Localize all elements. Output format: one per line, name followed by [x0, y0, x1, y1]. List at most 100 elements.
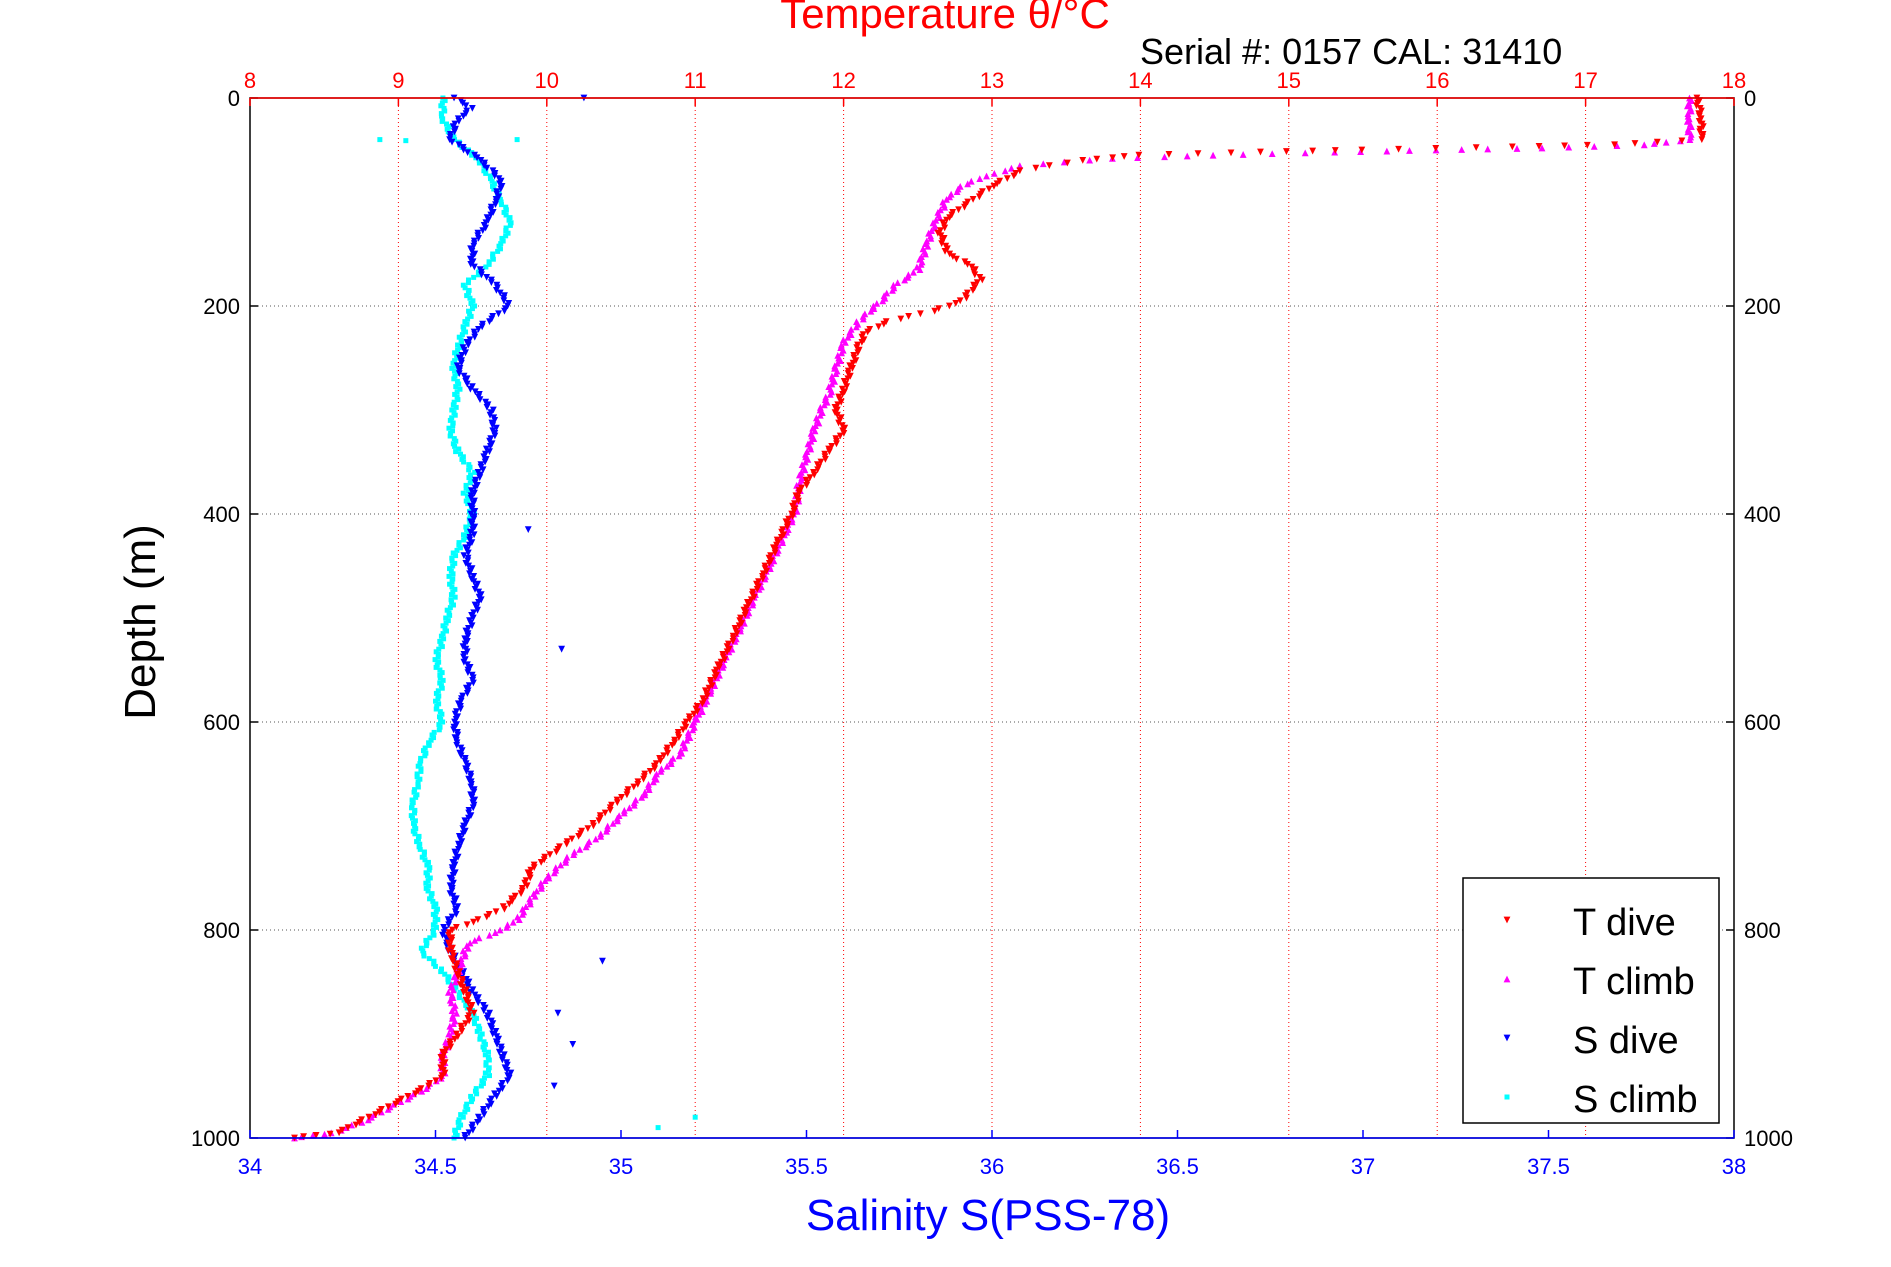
- data-point: [630, 801, 638, 809]
- outlier-point: [403, 138, 409, 144]
- data-point: [414, 792, 420, 798]
- data-point: [448, 913, 456, 921]
- data-point: [431, 904, 437, 910]
- data-point: [466, 1007, 473, 1014]
- data-point: [375, 1108, 383, 1116]
- data-point: [570, 851, 578, 858]
- data-point: [459, 456, 465, 462]
- y-tick-label-right: 800: [1744, 918, 1781, 943]
- data-point: [480, 1080, 486, 1086]
- data-point: [460, 490, 466, 496]
- data-point: [471, 489, 478, 497]
- x-bottom-tick-label: 35.5: [785, 1154, 828, 1179]
- data-point: [460, 552, 468, 559]
- data-point: [1613, 142, 1621, 149]
- data-point: [952, 300, 960, 307]
- data-point: [457, 345, 463, 351]
- data-point: [435, 654, 441, 660]
- data-point: [1039, 160, 1047, 168]
- data-point: [452, 1127, 458, 1133]
- data-point: [753, 586, 761, 593]
- data-point: [807, 445, 815, 453]
- data-point: [450, 441, 456, 447]
- data-point: [422, 753, 428, 759]
- data-point: [641, 791, 649, 799]
- data-point: [1093, 155, 1101, 163]
- data-point: [450, 576, 456, 582]
- data-point: [519, 911, 527, 918]
- data-point: [481, 1075, 487, 1081]
- data-point: [423, 880, 429, 886]
- data-point: [462, 1020, 470, 1027]
- data-point: [471, 991, 479, 999]
- data-point: [482, 1041, 488, 1047]
- data-point: [483, 1062, 489, 1068]
- data-point: [483, 264, 489, 270]
- data-point: [969, 287, 977, 294]
- data-point: [467, 311, 473, 317]
- data-point: [451, 399, 457, 405]
- data-point: [483, 164, 491, 172]
- data-point: [803, 482, 811, 489]
- data-point: [477, 1034, 483, 1040]
- data-point: [590, 822, 597, 830]
- data-point: [465, 280, 471, 286]
- data-point: [446, 974, 452, 980]
- data-point: [475, 269, 481, 275]
- data-point: [467, 480, 473, 486]
- data-point: [422, 745, 428, 751]
- data-point: [438, 103, 444, 109]
- data-point: [415, 836, 421, 842]
- data-point: [483, 1015, 491, 1022]
- data-point: [1183, 152, 1191, 160]
- data-point: [917, 310, 924, 318]
- data-point: [1257, 148, 1264, 156]
- data-point: [451, 978, 459, 986]
- data-point: [431, 961, 437, 967]
- data-point: [460, 989, 467, 996]
- data-point: [463, 482, 469, 488]
- x-bottom-tick-label: 36: [980, 1154, 1004, 1179]
- chart-title: Temperature θ/°C: [780, 0, 1110, 37]
- data-point: [462, 534, 468, 540]
- data-point: [448, 568, 454, 574]
- data-point: [444, 126, 450, 132]
- data-point: [546, 851, 554, 858]
- data-point: [492, 1028, 500, 1035]
- data-point: [430, 930, 436, 936]
- outlier-point: [655, 1125, 661, 1131]
- data-point: [910, 268, 917, 276]
- data-point: [828, 443, 836, 450]
- data-point: [604, 822, 612, 830]
- data-point: [889, 287, 896, 294]
- data-point: [630, 783, 638, 791]
- data-point: [978, 276, 986, 284]
- data-point: [473, 154, 481, 162]
- data-point: [460, 324, 466, 330]
- data-point: [461, 459, 467, 465]
- data-point: [870, 305, 878, 312]
- data-point: [456, 1125, 462, 1131]
- data-point: [1016, 162, 1024, 169]
- data-point: [1016, 167, 1024, 175]
- data-point: [496, 289, 504, 297]
- data-point: [990, 170, 998, 177]
- data-point: [448, 597, 454, 603]
- data-point: [826, 448, 833, 455]
- data-point: [927, 235, 935, 242]
- data-point: [943, 216, 950, 224]
- data-point: [465, 1129, 473, 1137]
- data-point: [480, 1007, 488, 1014]
- data-point: [816, 411, 824, 419]
- data-point: [462, 1109, 468, 1115]
- data-point: [1134, 154, 1142, 161]
- data-point: [964, 180, 972, 188]
- data-point: [455, 347, 461, 353]
- data-point: [470, 263, 478, 271]
- data-point: [1590, 142, 1598, 150]
- data-point: [456, 995, 462, 1001]
- data-point: [1239, 151, 1247, 158]
- data-point: [449, 558, 455, 564]
- data-point: [475, 599, 482, 606]
- data-point: [335, 1129, 343, 1137]
